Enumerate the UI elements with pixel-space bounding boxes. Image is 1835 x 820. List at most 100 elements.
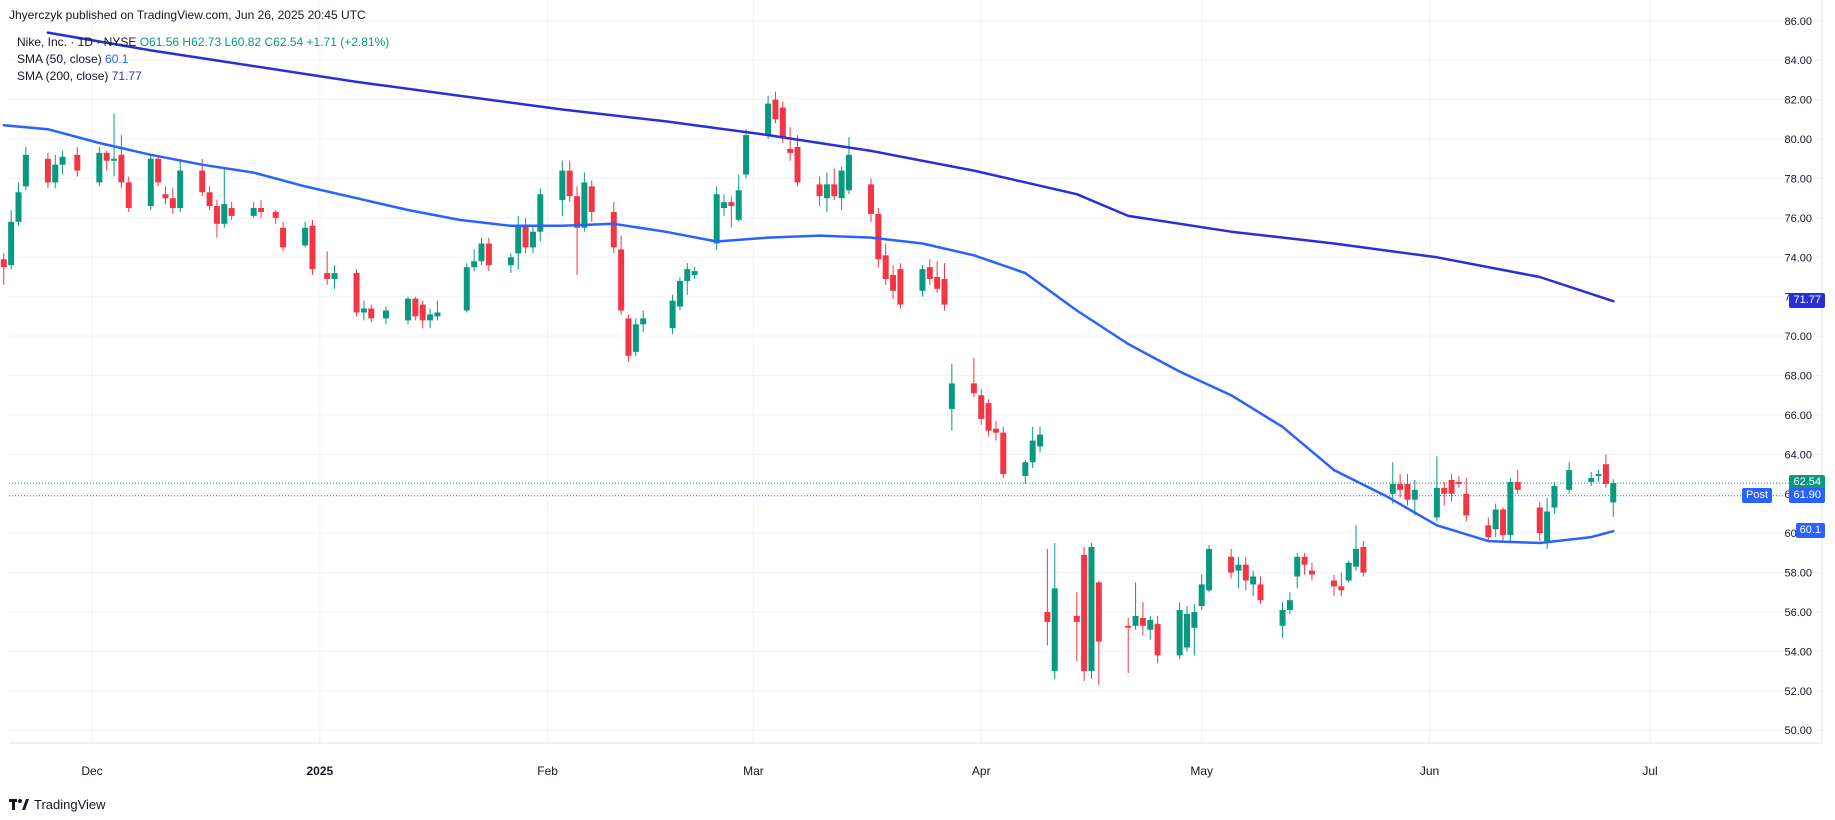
candle[interactable] [478, 237, 485, 266]
candle[interactable] [1286, 592, 1293, 614]
candle[interactable] [559, 160, 566, 216]
candle[interactable] [206, 186, 213, 210]
candle[interactable] [1073, 592, 1080, 662]
candle[interactable] [1132, 582, 1139, 630]
candle[interactable] [941, 263, 948, 311]
candle[interactable] [1088, 543, 1095, 679]
candle[interactable] [1242, 556, 1249, 591]
candle[interactable] [676, 277, 683, 311]
candle[interactable] [978, 389, 985, 425]
candle[interactable] [1095, 580, 1102, 685]
candle[interactable] [280, 221, 287, 252]
candle[interactable] [868, 178, 874, 222]
candle[interactable] [581, 172, 588, 232]
candle[interactable] [1198, 574, 1205, 611]
candle[interactable] [1125, 617, 1132, 674]
candle[interactable] [1029, 426, 1036, 469]
candle[interactable] [919, 265, 926, 297]
candle[interactable] [765, 95, 772, 140]
candle[interactable] [691, 267, 698, 279]
candle[interactable] [1081, 546, 1088, 681]
candle[interactable] [618, 235, 625, 315]
candle[interactable] [1610, 479, 1617, 518]
candle[interactable] [1228, 548, 1235, 579]
candle[interactable] [1551, 481, 1558, 514]
candle[interactable] [228, 202, 235, 220]
candle[interactable] [302, 221, 309, 248]
candle[interactable] [1279, 602, 1286, 638]
candle[interactable] [882, 243, 889, 285]
candle[interactable] [1463, 478, 1470, 522]
candle[interactable] [890, 265, 897, 299]
candle[interactable] [1588, 472, 1595, 486]
candle[interactable] [1301, 552, 1308, 575]
candle[interactable] [721, 194, 728, 216]
candle[interactable] [537, 188, 544, 242]
candle[interactable] [419, 300, 426, 329]
candle[interactable] [1308, 562, 1315, 581]
candle[interactable] [1404, 474, 1411, 506]
candle[interactable] [44, 152, 51, 189]
candle[interactable] [1250, 570, 1257, 597]
candle[interactable] [1000, 426, 1007, 478]
candle[interactable] [1235, 556, 1242, 589]
candle[interactable] [1595, 470, 1602, 482]
candle[interactable] [713, 186, 720, 250]
candle[interactable] [1176, 602, 1183, 660]
candle[interactable] [1492, 503, 1499, 538]
candle[interactable] [471, 249, 478, 272]
candle[interactable] [382, 306, 389, 325]
candle[interactable] [434, 300, 441, 321]
candle[interactable] [427, 308, 434, 329]
candle[interactable] [1051, 543, 1058, 679]
candle[interactable] [845, 137, 852, 195]
candle[interactable] [103, 150, 110, 171]
candle[interactable] [1433, 456, 1440, 522]
candle[interactable] [610, 202, 617, 254]
candle[interactable] [838, 166, 845, 210]
candle[interactable] [155, 156, 162, 187]
candle[interactable] [926, 259, 933, 285]
candle[interactable] [213, 200, 220, 238]
candle[interactable] [1206, 545, 1213, 593]
candle[interactable] [640, 310, 647, 333]
candle[interactable] [823, 172, 830, 212]
candle[interactable] [1507, 478, 1514, 542]
legend-sma50-row[interactable]: SMA (50, close) 60.1 [17, 51, 389, 68]
candle[interactable] [360, 300, 367, 321]
candle[interactable] [566, 160, 573, 203]
candle[interactable] [948, 363, 955, 431]
candle[interactable] [1514, 470, 1521, 494]
candle[interactable] [831, 168, 838, 201]
candle[interactable] [96, 146, 103, 187]
candle[interactable] [1154, 615, 1161, 664]
candle[interactable] [162, 186, 169, 205]
candle[interactable] [309, 219, 316, 276]
candle[interactable] [1257, 576, 1264, 605]
candle[interactable] [272, 210, 279, 224]
candle[interactable] [1602, 454, 1609, 488]
candle[interactable] [669, 294, 676, 335]
candle[interactable] [147, 154, 154, 210]
candle[interactable] [1448, 474, 1455, 502]
candle[interactable] [1037, 426, 1044, 453]
candle[interactable] [74, 146, 81, 177]
candle[interactable] [8, 210, 15, 270]
candle[interactable] [897, 263, 904, 309]
legend-sma200-row[interactable]: SMA (200, close) 71.77 [17, 68, 389, 85]
candle[interactable] [52, 154, 59, 189]
candle[interactable] [1044, 548, 1051, 646]
candle[interactable] [250, 202, 257, 218]
candle[interactable] [0, 253, 7, 285]
candle[interactable] [22, 146, 29, 191]
candle[interactable] [1411, 479, 1418, 516]
candle[interactable] [59, 150, 66, 175]
candle[interactable] [1022, 460, 1029, 484]
candle[interactable] [574, 186, 581, 276]
candle[interactable] [970, 357, 977, 398]
candle[interactable] [177, 158, 184, 212]
candle[interactable] [1338, 572, 1345, 597]
candle[interactable] [529, 225, 536, 254]
candle[interactable] [1455, 476, 1462, 488]
candle[interactable] [1485, 517, 1492, 542]
